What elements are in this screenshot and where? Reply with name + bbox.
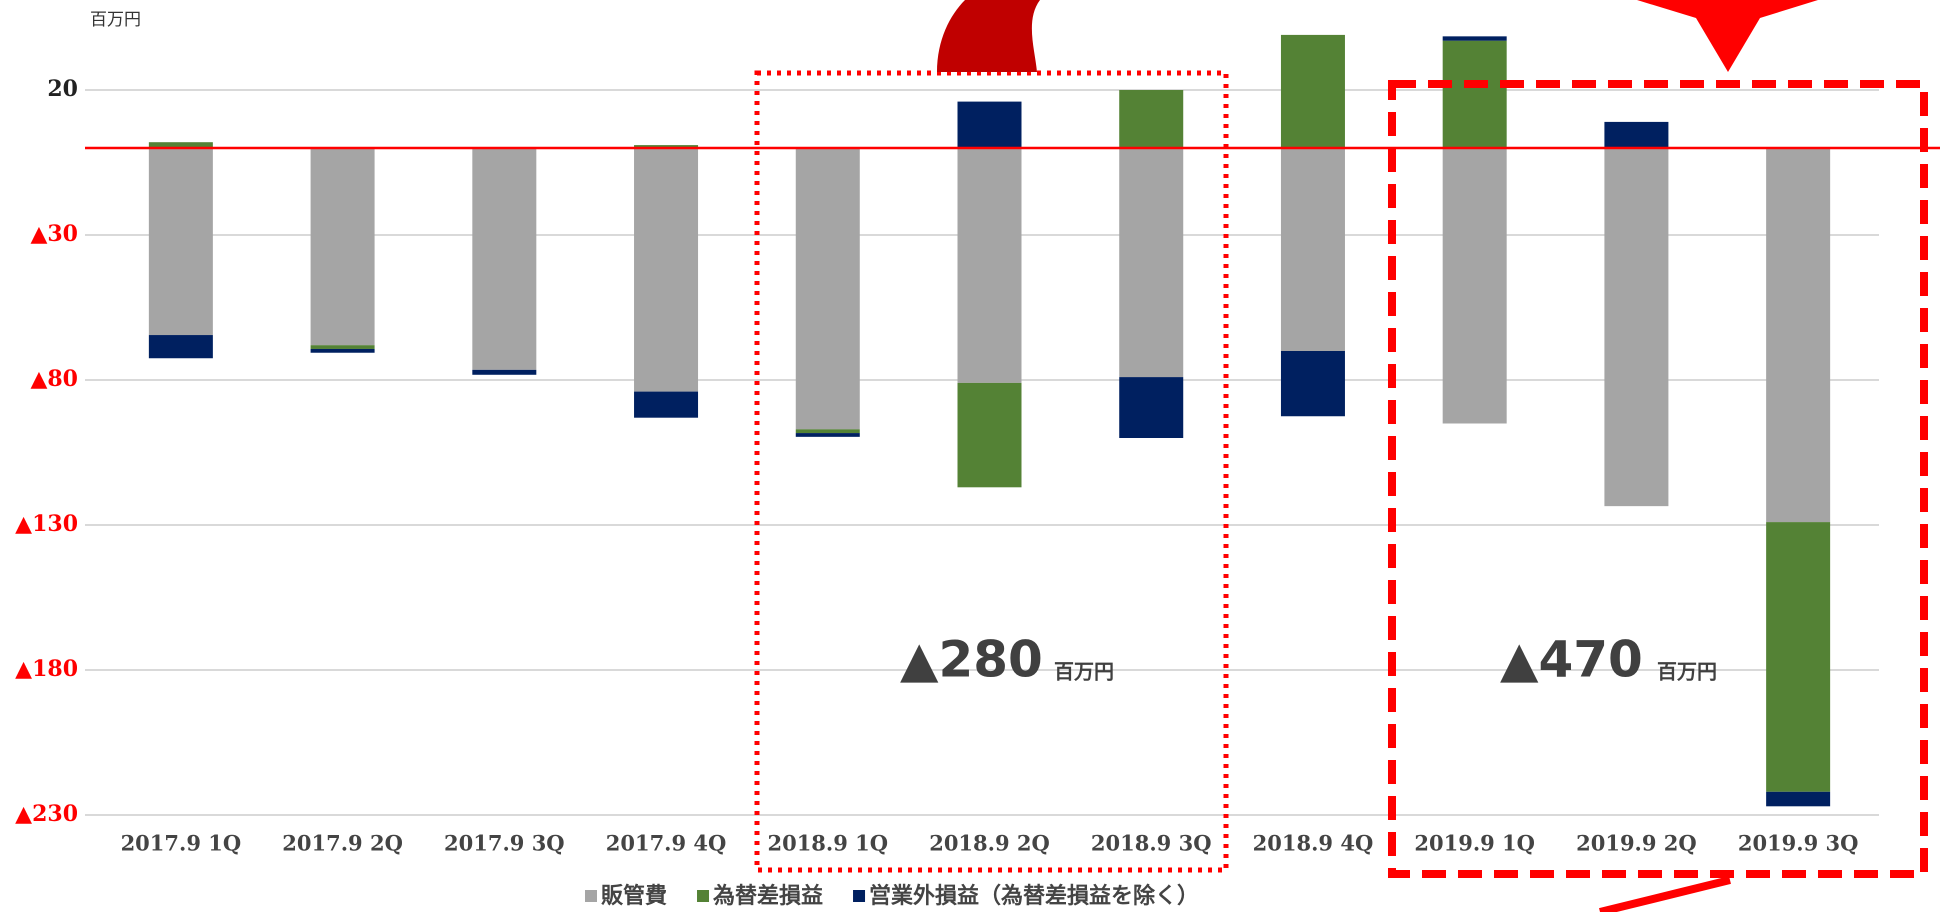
bar-segment	[795, 148, 860, 430]
legend-swatch	[697, 890, 710, 902]
bar-segment	[472, 148, 537, 370]
x-tick-label: 2017.9 3Q	[444, 831, 565, 856]
plot: 20 ▲30 ▲80 ▲130 ▲180 ▲230 2017.9 1Q 2017.9 2Q 20…	[15, 34, 1940, 856]
arrow	[937, 0, 1040, 72]
bar-segment	[1119, 148, 1184, 378]
bar-segment	[795, 429, 860, 434]
legend-label: 為替差損益	[713, 883, 823, 909]
legend-label: 販管費	[601, 883, 667, 909]
bar-segment	[957, 382, 1022, 488]
x-tick-label: 2018.9 3Q	[1091, 831, 1212, 856]
bar-segment	[795, 433, 860, 437]
annotation-unit: 百万円	[1657, 660, 1717, 684]
y-tick-label: ▲80	[30, 366, 78, 392]
bar-segment	[957, 148, 1022, 383]
bar-segment	[1442, 36, 1507, 41]
y-tick-label: ▲130	[15, 511, 78, 537]
bar-segment	[634, 391, 699, 418]
annotation-unit: 百万円	[1054, 660, 1114, 684]
bar-segment	[1119, 377, 1184, 438]
x-tick-label: 2017.9 4Q	[606, 831, 727, 856]
x-tick-label: 2019.9 3Q	[1738, 831, 1859, 856]
bar-segment	[1442, 40, 1507, 149]
x-tick-label: 2019.9 2Q	[1576, 831, 1697, 856]
bar-segment	[1604, 121, 1669, 148]
x-tick-label: 2019.9 1Q	[1414, 831, 1535, 856]
unit-label: 百万円	[90, 10, 141, 30]
bar-segment	[1442, 148, 1507, 424]
bar-segment	[148, 142, 213, 148]
bar-segment	[634, 145, 699, 148]
arrow	[1599, 876, 1731, 912]
bar-segment	[1766, 148, 1831, 523]
bar-segment	[310, 148, 375, 346]
legend-label: 営業外損益（為替差損益を除く）	[869, 883, 1199, 909]
x-tick-label: 2017.9 1Q	[121, 831, 242, 856]
bar-segment	[1280, 34, 1345, 148]
annotation: ▲470	[1500, 631, 1643, 689]
x-tick-label: 2018.9 2Q	[929, 831, 1050, 856]
bar-segment	[148, 335, 213, 359]
annotation: ▲280	[900, 631, 1043, 689]
x-tick-label: 2017.9 2Q	[282, 831, 403, 856]
bar-segment	[1766, 522, 1831, 792]
legend-swatch	[853, 890, 866, 902]
bar-segment	[310, 345, 375, 349]
x-tick-label: 2018.9 4Q	[1253, 831, 1374, 856]
bar-segment	[1766, 791, 1831, 807]
bar-segment	[1119, 90, 1184, 148]
highlight-box	[1388, 80, 1928, 878]
bar-segment	[1280, 351, 1345, 417]
bar-segment	[634, 148, 699, 392]
bar-segment	[472, 369, 537, 375]
bar-segment	[310, 348, 375, 353]
y-tick-label: ▲30	[30, 221, 78, 247]
x-tick-label: 2018.9 1Q	[767, 831, 888, 856]
bar-segment	[1280, 148, 1345, 351]
y-tick-label: 20	[47, 76, 78, 102]
bar-segment	[1604, 148, 1669, 507]
y-tick-label: ▲180	[15, 656, 78, 682]
y-tick-label: ▲230	[15, 801, 78, 827]
arrow	[1637, 0, 1818, 72]
highlight-box	[754, 70, 1229, 873]
bar-segment	[957, 101, 1022, 148]
legend-swatch	[585, 890, 597, 902]
bar-segment	[148, 148, 213, 336]
